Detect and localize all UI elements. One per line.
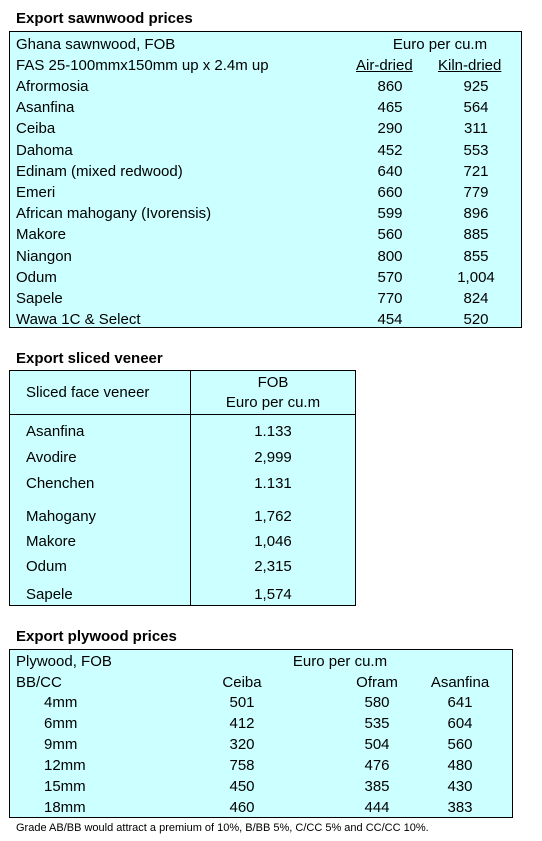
sawnwood-kiln-dried-price: 824	[463, 290, 489, 307]
sawnwood-kiln-dried-price: 896	[463, 205, 489, 223]
sawnwood-title: Export sawnwood prices	[16, 10, 193, 27]
veneer-species: Mahogany	[26, 508, 97, 525]
plywood-asanfina-price: 480	[447, 757, 473, 774]
sawnwood-species: Asanfina	[16, 99, 75, 117]
sawnwood-kiln-dried-price: 779	[463, 184, 489, 201]
veneer-price: 1.133	[254, 423, 292, 440]
veneer-header-divider	[10, 414, 355, 415]
sawnwood-col-kiln-dried: Kiln-dried	[438, 57, 502, 74]
plywood-thickness: 15mm	[44, 778, 86, 795]
veneer-species: Asanfina	[26, 423, 85, 440]
sawnwood-table: Ghana sawnwood, FOB Euro per cu.m FAS 25…	[9, 31, 522, 328]
sawnwood-air-dried-price: 800	[377, 247, 403, 265]
sawnwood-air-dried-price: 465	[377, 99, 403, 117]
plywood-ceiba-price: 320	[229, 736, 255, 753]
sawnwood-species: Edinam (mixed redwood)	[16, 162, 183, 180]
sawnwood-kiln-dried-price: 925	[463, 78, 489, 95]
plywood-ceiba-price: 460	[229, 799, 255, 816]
veneer-price: 1,046	[254, 533, 292, 550]
veneer-price: 1,574	[254, 586, 292, 603]
veneer-table: Sliced face veneer FOB Euro per cu.m Asa…	[9, 370, 356, 606]
plywood-thickness: 18mm	[44, 799, 86, 816]
sawnwood-species: Wawa 1C & Select	[16, 311, 141, 329]
plywood-col-ceiba: Ceiba	[222, 674, 262, 691]
veneer-species: Sapele	[26, 586, 73, 603]
sawnwood-air-dried-price: 860	[377, 78, 403, 95]
veneer-species: Chenchen	[26, 475, 95, 492]
plywood-table: Plywood, FOB Euro per cu.m BB/CC Ceiba O…	[9, 649, 513, 818]
plywood-asanfina-price: 641	[447, 694, 473, 711]
sawnwood-air-dried-price: 599	[377, 205, 403, 223]
plywood-ceiba-price: 501	[229, 694, 255, 711]
sawnwood-air-dried-price: 660	[377, 184, 403, 201]
sawnwood-air-dried-price: 640	[377, 162, 403, 180]
sawnwood-header-product: Ghana sawnwood, FOB	[16, 36, 176, 53]
plywood-ofram-price: 580	[364, 694, 390, 711]
plywood-title: Export plywood prices	[16, 628, 177, 645]
veneer-species: Makore	[26, 533, 77, 550]
sawnwood-species: Sapele	[16, 290, 63, 307]
sawnwood-header-spec: FAS 25-100mmx150mm up x 2.4m up	[16, 57, 269, 74]
plywood-ceiba-price: 412	[229, 715, 255, 732]
sawnwood-species: Dahoma	[16, 141, 73, 159]
plywood-thickness: 9mm	[44, 736, 78, 753]
veneer-header-unit: Euro per cu.m	[225, 394, 321, 411]
veneer-title: Export sliced veneer	[16, 350, 163, 367]
plywood-col-ofram: Ofram	[356, 674, 398, 691]
sawnwood-kiln-dried-price: 855	[463, 247, 489, 265]
sawnwood-kiln-dried-price: 564	[463, 99, 489, 117]
sawnwood-species: Makore	[16, 226, 67, 244]
veneer-species: Odum	[26, 558, 67, 575]
plywood-ofram-price: 444	[364, 799, 390, 816]
plywood-header-grade: BB/CC	[16, 674, 62, 691]
sawnwood-air-dried-price: 560	[377, 226, 403, 244]
sawnwood-air-dried-price: 570	[377, 268, 403, 286]
plywood-ofram-price: 476	[364, 757, 390, 774]
plywood-ofram-price: 504	[364, 736, 390, 753]
plywood-thickness: 6mm	[44, 715, 78, 732]
veneer-price: 1.131	[254, 475, 292, 492]
plywood-thickness: 4mm	[44, 694, 78, 711]
sawnwood-kiln-dried-price: 520	[463, 311, 489, 329]
plywood-asanfina-price: 560	[447, 736, 473, 753]
plywood-header-unit: Euro per cu.m	[292, 653, 388, 670]
sawnwood-kiln-dried-price: 311	[464, 120, 488, 138]
veneer-price: 1,762	[254, 508, 292, 525]
sawnwood-species: Ceiba	[16, 120, 56, 138]
plywood-asanfina-price: 383	[447, 799, 473, 816]
plywood-ofram-price: 535	[364, 715, 390, 732]
plywood-header-product: Plywood, FOB	[16, 653, 112, 670]
sawnwood-kiln-dried-price: 553	[463, 141, 489, 159]
sawnwood-col-air-dried: Air-dried	[356, 57, 413, 74]
veneer-header-product: Sliced face veneer	[26, 384, 150, 401]
sawnwood-kiln-dried-price: 1,004	[457, 268, 495, 286]
sawnwood-air-dried-price: 290	[377, 120, 403, 138]
veneer-price: 2,315	[254, 558, 292, 575]
plywood-asanfina-price: 430	[447, 778, 473, 795]
sawnwood-kiln-dried-price: 721	[463, 162, 489, 180]
plywood-thickness: 12mm	[44, 757, 86, 774]
plywood-col-asanfina: Asanfina	[430, 674, 490, 691]
sawnwood-species: Emeri	[16, 184, 56, 201]
plywood-asanfina-price: 604	[447, 715, 473, 732]
sawnwood-kiln-dried-price: 885	[463, 226, 489, 244]
sawnwood-header-unit: Euro per cu.m	[392, 36, 488, 53]
veneer-column-divider	[190, 371, 191, 605]
plywood-ceiba-price: 450	[229, 778, 255, 795]
sawnwood-air-dried-price: 454	[377, 311, 403, 329]
sawnwood-air-dried-price: 770	[377, 290, 403, 307]
sawnwood-species: Afrormosia	[16, 78, 89, 95]
sawnwood-species: Niangon	[16, 247, 72, 265]
sawnwood-species: African mahogany (Ivorensis)	[16, 205, 212, 223]
plywood-ceiba-price: 758	[229, 757, 255, 774]
veneer-header-fob: FOB	[257, 374, 289, 391]
sawnwood-species: Odum	[16, 268, 57, 286]
veneer-price: 2,999	[254, 449, 292, 466]
veneer-species: Avodire	[26, 449, 77, 466]
plywood-ofram-price: 385	[364, 778, 390, 795]
sawnwood-air-dried-price: 452	[377, 141, 403, 159]
plywood-footnote: Grade AB/BB would attract a premium of 1…	[16, 822, 429, 834]
